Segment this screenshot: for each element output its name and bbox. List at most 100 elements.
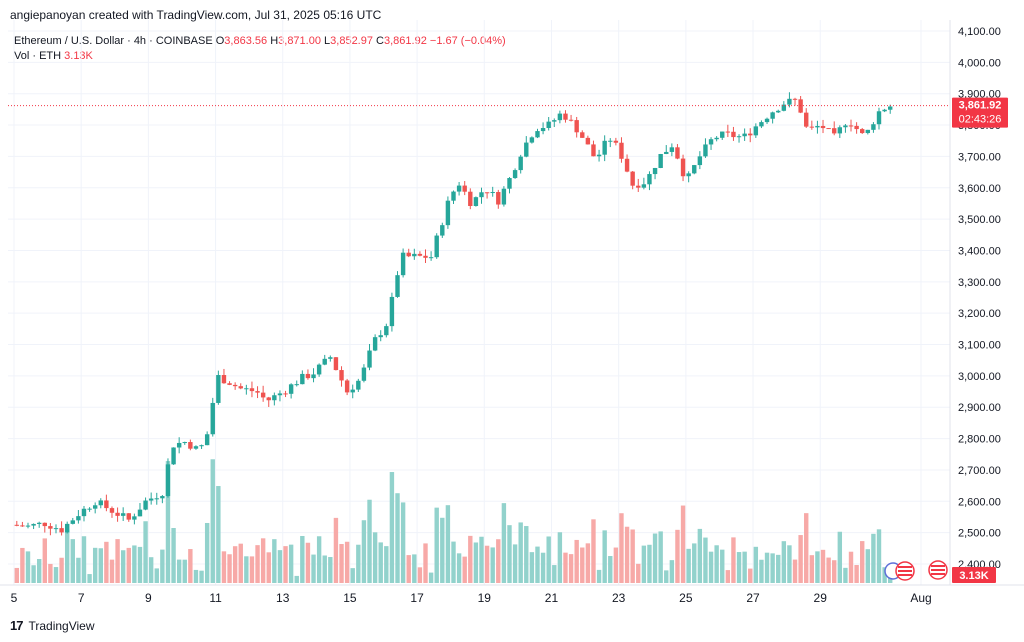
- volume-bars: [14, 459, 893, 583]
- volume-bar: [260, 538, 266, 583]
- volume-bar: [204, 522, 210, 583]
- candle-body: [557, 113, 563, 121]
- time-tick-label: 27: [746, 591, 760, 605]
- price-tick-label: 3,000.00: [958, 371, 1001, 383]
- volume-bar: [384, 546, 389, 583]
- candle-body: [753, 126, 759, 136]
- volume-bar: [221, 551, 227, 583]
- candle-body: [204, 434, 210, 446]
- time-tick-label: Aug: [910, 591, 931, 605]
- volume-bar: [36, 559, 42, 583]
- candle-body: [244, 388, 249, 390]
- candle-body: [199, 445, 204, 447]
- volume-bar: [288, 544, 294, 583]
- volume-bar: [848, 551, 854, 583]
- volume-bar: [529, 552, 535, 583]
- volume-bar: [501, 503, 507, 583]
- candle-body: [658, 154, 663, 168]
- volume-bar: [742, 551, 747, 583]
- candle-body: [720, 131, 725, 138]
- volume-badge-label: 3.13K: [959, 570, 988, 582]
- volume-bar: [53, 567, 59, 583]
- volume-bar: [636, 563, 641, 583]
- price-tick-label: 2,800.00: [958, 434, 1001, 446]
- volume-bar: [451, 541, 456, 583]
- price-tick-label: 3,100.00: [958, 340, 1001, 352]
- volume-bar: [473, 542, 479, 583]
- price-tick-label: 4,000.00: [958, 57, 1001, 69]
- legend-ohlc-row: Ethereum / U.S. Dollar · 4h · COINBASE O…: [14, 34, 506, 49]
- volume-bar: [434, 507, 439, 583]
- time-axis[interactable]: 5 7 9 11 13 15 17 19 21 23 25 27 29 Aug: [11, 591, 932, 605]
- price-tick-label: 4,100.00: [958, 26, 1001, 38]
- footer-branding: 17 TradingView: [10, 618, 95, 633]
- time-tick-label: 25: [679, 591, 693, 605]
- volume-bar: [227, 554, 232, 583]
- candle-body: [714, 137, 719, 140]
- volume-bar: [316, 536, 322, 583]
- legend-volume-label[interactable]: Vol · ETH: [14, 50, 62, 62]
- candle-body: [154, 498, 159, 500]
- volume-bar: [686, 548, 691, 583]
- volume-bar: [596, 569, 602, 583]
- candle-body: [64, 523, 70, 533]
- candle-body: [300, 373, 305, 385]
- grid-lines: [8, 20, 950, 585]
- volume-bar: [249, 556, 255, 583]
- candle-body: [98, 500, 103, 506]
- volume-bar: [468, 535, 473, 583]
- candle-body: [316, 364, 322, 375]
- volume-bar: [70, 539, 75, 583]
- us-flag-icon[interactable]: [928, 560, 948, 580]
- candle-body: [468, 191, 473, 207]
- volume-bar: [42, 538, 47, 583]
- volume-bar: [641, 545, 647, 583]
- legend-volume-row: Vol · ETH 3.13K: [14, 49, 506, 64]
- candle-body: [182, 442, 187, 444]
- candle-body: [221, 375, 227, 384]
- volume-bar: [753, 546, 759, 583]
- events-icon[interactable]: [884, 561, 915, 581]
- time-tick-label: 7: [78, 591, 85, 605]
- candle-body: [445, 200, 451, 226]
- price-tick-label: 3,500.00: [958, 214, 1001, 226]
- volume-bar: [720, 549, 725, 583]
- candle-body: [249, 388, 255, 392]
- candle-body: [188, 442, 193, 449]
- candle-body: [92, 505, 98, 509]
- tradingview-logo-icon[interactable]: 17: [10, 618, 24, 633]
- volume-bar: [608, 556, 613, 583]
- candle-body: [641, 184, 647, 188]
- volume-bar: [232, 546, 238, 583]
- volume-badge: 3.13K: [952, 567, 996, 583]
- candle-body: [143, 500, 148, 510]
- candle-body: [288, 384, 294, 394]
- volume-bar: [826, 557, 831, 583]
- volume-bar: [322, 555, 327, 583]
- volume-bar: [585, 543, 591, 583]
- volume-bar: [188, 549, 193, 583]
- candle-body: [675, 147, 680, 159]
- candle-body: [137, 509, 143, 517]
- volume-bar: [837, 531, 843, 583]
- volume-bar: [115, 539, 120, 583]
- candle-body: [608, 140, 613, 142]
- candle-body: [876, 111, 882, 125]
- candle-body: [697, 156, 703, 166]
- legend-symbol[interactable]: Ethereum / U.S. Dollar · 4h · COINBASE: [14, 35, 213, 47]
- volume-bar: [372, 532, 378, 583]
- volume-bar: [820, 549, 826, 583]
- volume-bar: [277, 550, 283, 583]
- time-tick-label: 21: [545, 591, 559, 605]
- volume-bar: [518, 522, 523, 583]
- candle-body: [283, 393, 288, 395]
- candle-body: [613, 140, 619, 143]
- volume-bar: [300, 535, 305, 583]
- candle-body: [48, 526, 53, 529]
- candle-body: [305, 373, 311, 379]
- candle-body: [770, 112, 775, 119]
- volume-bar: [143, 521, 148, 583]
- candle-body: [400, 252, 406, 276]
- candle-body: [193, 446, 199, 449]
